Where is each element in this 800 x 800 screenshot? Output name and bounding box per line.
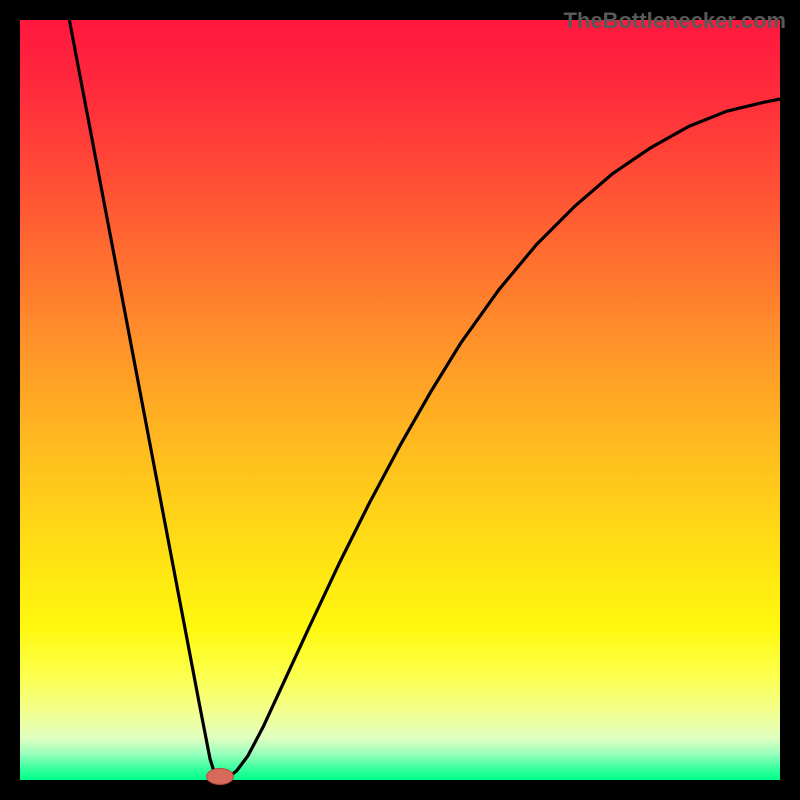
watermark-label: TheBottlenecker.com [563,8,786,34]
optimum-marker [206,768,234,785]
bottleneck-curve [69,20,780,778]
curve-plot [20,20,780,780]
chart-container: TheBottlenecker.com [0,0,800,800]
